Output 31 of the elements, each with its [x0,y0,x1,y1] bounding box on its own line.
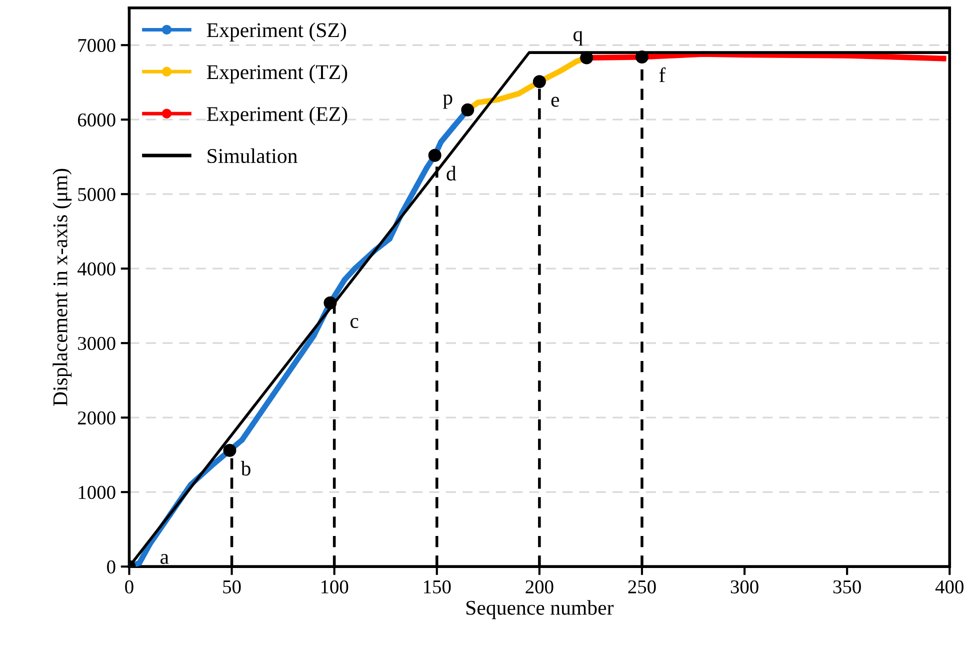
y-tick-label: 6000 [78,113,116,127]
x-tick-label: 150 [424,580,451,594]
y-tick-label: 4000 [78,262,116,276]
y-tick-label: 7000 [78,38,116,52]
legend-label: Simulation [208,148,298,164]
x-tick-label: 200 [526,580,554,594]
annotation: d [446,166,456,181]
x-tick-label: 50 [223,580,241,594]
y-tick-label: 2000 [78,411,116,425]
x-tick-label: 350 [833,580,861,594]
annotation: c [350,318,358,328]
x-tick-label: 100 [321,580,348,594]
annotation: e [551,96,560,107]
legend-label: Experiment (TZ) [206,64,348,84]
y-tick-label: 0 [107,560,116,574]
y-tick-label: 1000 [78,486,116,500]
x-tick-label: 0 [125,580,134,594]
annotation: q [573,31,583,46]
annotation: p [442,94,452,109]
legend-label: Experiment (EZ) [206,106,348,126]
annotation: b [240,460,250,476]
x-axis-title: Sequence number [466,600,614,620]
y-axis-title: Displacement in x-axis (μm) [52,168,72,406]
legend-label: Experiment (SZ) [206,22,346,42]
x-tick-label: 300 [730,580,758,594]
y-tick-label: 5000 [78,188,116,202]
annotation: a [160,554,169,564]
annotation: f [659,67,666,82]
x-tick-label: 400 [935,580,964,594]
y-tick-label: 3000 [78,336,116,350]
x-tick-label: 250 [628,580,656,594]
